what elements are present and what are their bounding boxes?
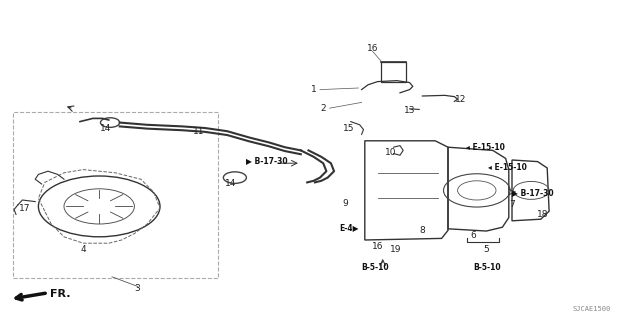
Text: 9: 9 [343, 199, 348, 208]
Text: ◂ E-15-10: ◂ E-15-10 [466, 143, 505, 152]
Text: 11: 11 [193, 127, 204, 136]
Text: 2: 2 [321, 104, 326, 113]
Text: 13: 13 [404, 106, 415, 115]
Text: 10: 10 [385, 148, 396, 157]
Text: SJCAE1500: SJCAE1500 [573, 306, 611, 312]
Text: 6: 6 [471, 231, 476, 240]
Text: 5: 5 [484, 245, 489, 254]
Text: ◂ E-15-10: ◂ E-15-10 [488, 163, 527, 172]
Text: 18: 18 [537, 210, 548, 219]
Text: 1: 1 [311, 85, 316, 94]
Bar [381, 62, 406, 82]
Text: 16: 16 [372, 242, 383, 251]
Text: 19: 19 [390, 245, 401, 254]
Text: ▶ B-17-30: ▶ B-17-30 [512, 188, 554, 197]
Text: 8: 8 [420, 226, 425, 235]
Text: FR.: FR. [50, 289, 70, 299]
Text: 7: 7 [509, 200, 515, 209]
Text: B-5-10: B-5-10 [474, 263, 501, 272]
Text: 12: 12 [455, 95, 467, 104]
Text: E-4▶: E-4▶ [339, 223, 358, 232]
Text: 16: 16 [367, 44, 378, 53]
Text: ▶ B-17-30: ▶ B-17-30 [246, 156, 288, 165]
Text: 3: 3 [135, 284, 140, 293]
Text: 14: 14 [100, 124, 111, 132]
Text: 15: 15 [343, 124, 355, 133]
Bar [13, 112, 218, 278]
Text: 4: 4 [81, 245, 86, 254]
Text: 14: 14 [225, 179, 236, 188]
Text: B-5-10: B-5-10 [362, 263, 389, 272]
Text: 17: 17 [19, 204, 30, 213]
